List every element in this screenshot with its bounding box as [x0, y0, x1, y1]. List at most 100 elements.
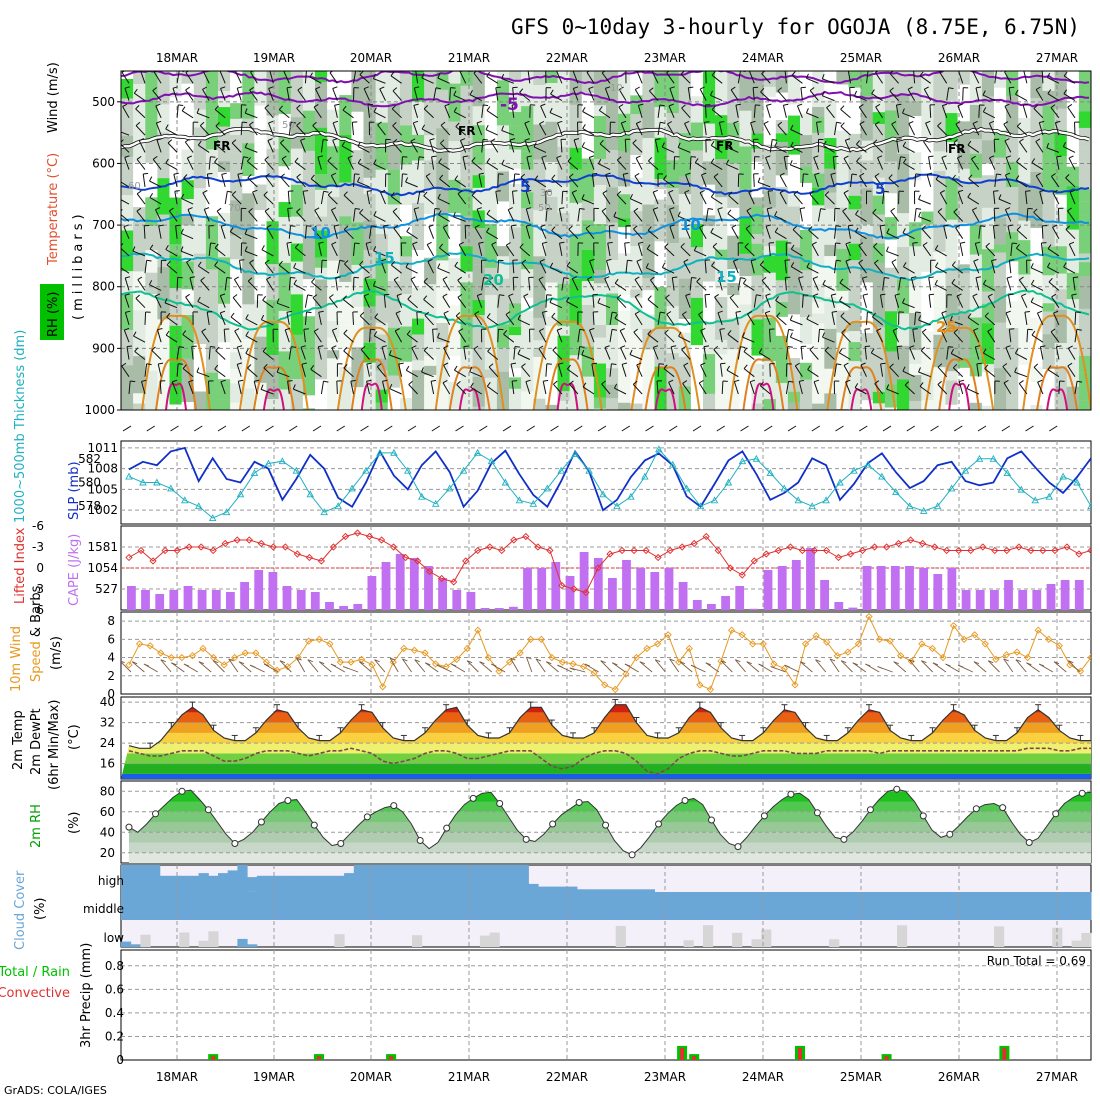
rh-cell: [121, 271, 134, 295]
wind-barb-flag: [327, 191, 333, 196]
rh-cell: [363, 102, 377, 136]
wind-barb-flag: [300, 345, 306, 348]
wind-barb-flag: [136, 155, 142, 160]
wind-barb-flag: [1037, 379, 1043, 383]
wind-barb-flag: [806, 314, 810, 320]
rh-cell: [957, 357, 971, 368]
wind-barb: [343, 350, 354, 360]
wind-barb-flag: [214, 261, 219, 266]
rh-cell: [472, 164, 486, 176]
surface-barb: [455, 425, 464, 432]
wind-barb: [983, 352, 996, 360]
rh-cell: [860, 71, 874, 97]
rh-marker: [152, 810, 159, 818]
wind-barb: [481, 277, 485, 291]
wind-speed-marker: [453, 655, 461, 664]
wind-barb: [546, 661, 559, 673]
wind-barb-flag: [761, 276, 767, 281]
cloud-cell-middle: [848, 892, 859, 920]
rh-cell: [193, 253, 207, 292]
wind-barb: [219, 295, 226, 308]
wind-barb: [634, 313, 643, 326]
isotherm-15: [121, 252, 1090, 281]
rh-cell: [230, 402, 243, 410]
wind-barb: [592, 294, 595, 308]
wind-barb-flag: [841, 660, 847, 664]
surface-barb: [146, 425, 156, 432]
rh-cell: [569, 169, 583, 203]
rh-cell: [496, 278, 510, 291]
wind-barb-flag: [679, 661, 686, 665]
temperature-legend: Temperature (°C): [46, 153, 61, 266]
wind-barb-flag: [616, 191, 622, 196]
wind-barb-flag: [678, 331, 682, 337]
wind-barb-flag: [797, 103, 803, 107]
wind-barb: [454, 369, 466, 378]
cloud-cell-middle: [964, 892, 976, 920]
wind-barb: [928, 294, 932, 308]
wind-barb: [440, 124, 451, 136]
surface-barb: [312, 425, 322, 432]
cloud-cell-middle: [741, 892, 752, 920]
wind-barb-flag: [569, 380, 574, 385]
wind-barb-flag: [920, 346, 926, 351]
cape-bar: [353, 604, 363, 610]
cape-bar: [226, 592, 235, 610]
wind-barb-flag: [579, 328, 585, 331]
wind-barb-flag: [214, 139, 219, 145]
precip-tick: 0.8: [105, 959, 124, 973]
wind-barb: [1015, 179, 1028, 188]
wind-barb: [1030, 301, 1044, 309]
wind-barb-flag: [659, 104, 665, 107]
wind-barb-flag: [411, 345, 417, 349]
wind-barb-flag: [501, 125, 505, 131]
rh-cell: [933, 206, 947, 252]
wind-barb: [470, 386, 482, 395]
wind-barb-flag: [957, 103, 963, 107]
wind-barb: [266, 227, 274, 239]
rh-cell: [945, 177, 959, 220]
wind-barb-flag: [350, 379, 356, 382]
rh-cell: [618, 227, 631, 254]
lifted-index-marker: [714, 546, 722, 555]
wind-barb: [269, 71, 274, 84]
rh-cell: [1006, 232, 1019, 262]
wind-speed-marker: [273, 666, 281, 674]
wind-barb-flag: [896, 138, 902, 140]
wind-barb-flag: [366, 379, 372, 382]
rh-cell: [703, 95, 716, 124]
wind-barb-flag: [1027, 207, 1033, 210]
wind-barb: [1006, 277, 1012, 291]
wind-barb: [759, 264, 771, 274]
rh-cell: [339, 409, 352, 410]
wind-barb: [131, 661, 145, 673]
wind-barb: [858, 262, 867, 274]
rh-cell: [897, 247, 910, 280]
wind-barb: [156, 139, 162, 153]
rh-cell: [703, 215, 716, 227]
wind-barb: [487, 385, 499, 395]
wind-barb-flag: [1027, 328, 1033, 331]
wind-speed-marker: [516, 649, 524, 657]
wind-barb-flag: [148, 280, 153, 285]
lifted-index-line: [128, 532, 1091, 594]
wind-barb-flag: [710, 158, 715, 164]
wind-barb: [866, 71, 869, 84]
cape-bar: [848, 607, 858, 610]
rh-cell: [824, 152, 837, 169]
rh-cell: [763, 160, 777, 192]
wind-barb-flag: [360, 346, 366, 350]
wind-barb: [453, 111, 466, 119]
wind-barb: [497, 173, 499, 187]
wind-barb-flag: [376, 363, 382, 368]
wind-barb: [302, 191, 306, 205]
rh-cell: [205, 71, 219, 116]
wind-barb: [478, 243, 483, 257]
wind-barb-flag: [1033, 104, 1038, 109]
rh-cell: [424, 124, 437, 136]
wind-barb-flag: [665, 294, 670, 299]
cloud-cell-high: [295, 875, 306, 892]
temp-tick: 16: [100, 757, 115, 771]
wind-barb-flag: [220, 379, 226, 383]
wind-unit-label: (m/s): [49, 636, 64, 670]
